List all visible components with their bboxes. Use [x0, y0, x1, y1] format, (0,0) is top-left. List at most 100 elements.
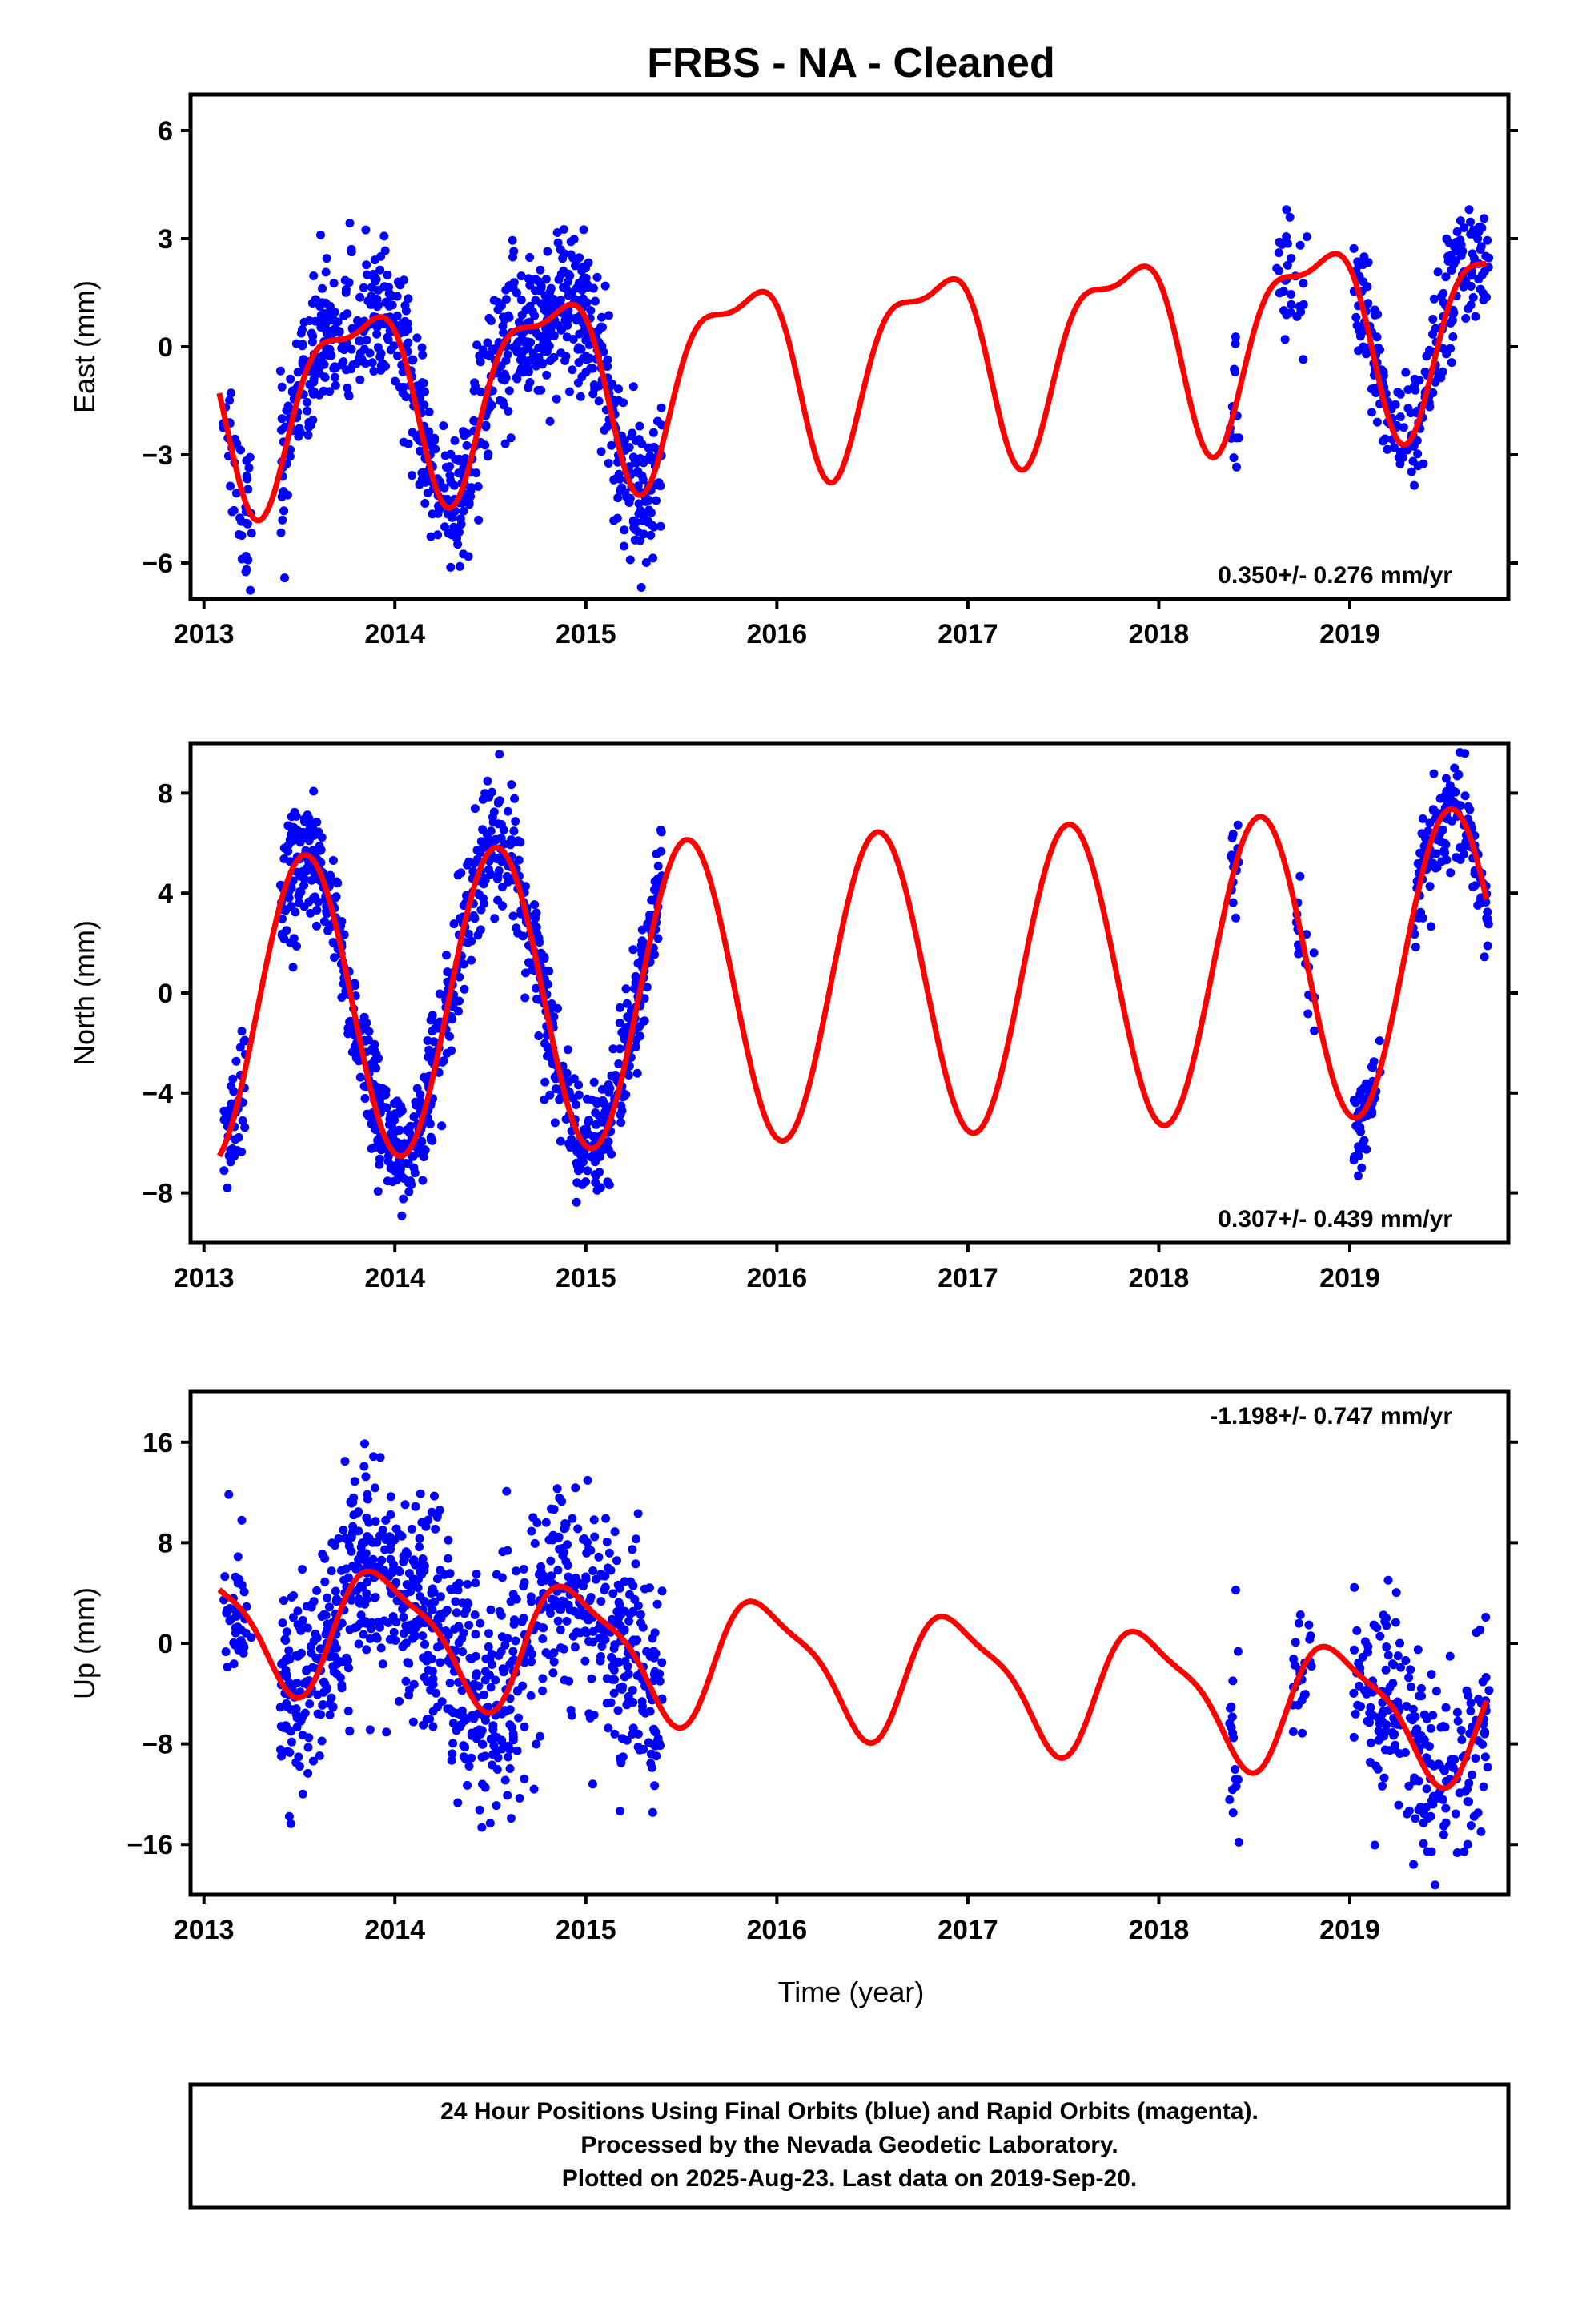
up-data-point: [370, 1593, 379, 1602]
up-data-point: [584, 1544, 593, 1554]
up-data-point: [652, 1751, 661, 1761]
up-data-point: [626, 1577, 636, 1586]
east-data-point: [609, 516, 619, 525]
up-data-point: [1426, 1811, 1435, 1821]
up-data-point: [616, 1807, 624, 1816]
up-data-point: [318, 1700, 327, 1710]
east-data-point: [549, 352, 559, 362]
east-data-point: [546, 283, 556, 293]
up-data-point: [284, 1811, 294, 1821]
up-data-point: [386, 1510, 396, 1519]
east-x-tick-label: 2013: [174, 619, 235, 649]
up-data-point: [441, 1607, 451, 1616]
east-data-point: [648, 553, 658, 563]
up-data-point: [633, 1601, 643, 1610]
east-data-point: [418, 400, 428, 410]
up-data-point: [478, 1779, 487, 1789]
east-data-point: [1403, 404, 1413, 413]
up-data-point: [527, 1597, 536, 1606]
north-data-point: [470, 914, 480, 923]
north-data-point: [532, 930, 542, 939]
east-data-point: [330, 372, 339, 382]
east-data-point: [568, 253, 578, 263]
north-data-point: [439, 1056, 448, 1066]
north-data-point: [514, 855, 524, 865]
east-data-point: [242, 472, 251, 480]
up-data-point: [1389, 1660, 1399, 1670]
up-data-point: [387, 1568, 397, 1577]
up-data-point: [1466, 1707, 1476, 1716]
up-data-point: [1460, 1787, 1470, 1796]
up-data-point: [556, 1643, 565, 1653]
east-data-point: [1287, 300, 1296, 309]
east-data-point: [1279, 306, 1288, 316]
north-data-point: [295, 887, 305, 896]
up-data-point: [504, 1752, 513, 1762]
north-data-point: [309, 786, 319, 796]
east-y-tick-label: 0: [158, 332, 173, 363]
north-data-point: [507, 780, 516, 790]
east-data-point: [1469, 254, 1479, 263]
up-data-point: [541, 1518, 551, 1527]
east-data-point: [545, 416, 555, 426]
north-data-point: [1435, 829, 1445, 838]
up-data-point: [315, 1751, 324, 1760]
east-data-point: [383, 270, 392, 279]
east-data-point: [556, 325, 566, 335]
east-data-point: [656, 403, 666, 412]
up-data-point: [277, 1659, 287, 1669]
up-data-point: [1468, 1770, 1476, 1779]
north-x-tick-label: 2019: [1319, 1263, 1380, 1293]
up-data-point: [287, 1737, 296, 1747]
north-data-point: [1470, 869, 1480, 879]
north-data-point: [1460, 791, 1470, 801]
north-data-point: [555, 1095, 564, 1104]
up-data-point: [247, 1633, 256, 1642]
north-data-point: [510, 794, 520, 803]
north-data-point: [507, 835, 516, 845]
north-data-point: [608, 1044, 618, 1054]
east-data-point: [1468, 292, 1478, 302]
east-data-point: [524, 383, 533, 392]
up-data-point: [549, 1657, 559, 1667]
up-data-point: [312, 1586, 322, 1595]
east-data-point: [641, 558, 651, 567]
up-data-point: [1394, 1800, 1403, 1810]
up-data-point: [478, 1739, 488, 1749]
east-data-point: [538, 340, 548, 349]
north-data-point: [561, 1115, 571, 1124]
east-data-point: [316, 311, 326, 320]
up-data-point: [427, 1654, 436, 1663]
up-data-point: [1288, 1727, 1298, 1736]
up-data-point: [559, 1597, 568, 1606]
up-data-point: [403, 1658, 412, 1667]
up-data-point: [459, 1741, 468, 1751]
up-data-point: [1409, 1860, 1419, 1869]
east-data-point: [347, 344, 356, 354]
up-data-point: [467, 1654, 476, 1663]
up-data-point: [359, 1630, 368, 1639]
up-data-point: [1370, 1840, 1379, 1850]
east-data-point: [316, 230, 325, 239]
north-data-point: [530, 900, 540, 910]
up-data-point: [645, 1707, 655, 1716]
east-data-point: [369, 367, 379, 376]
up-data-point: [1413, 1645, 1423, 1655]
up-data-point: [334, 1534, 343, 1543]
east-data-point: [420, 477, 430, 487]
up-data-point: [399, 1613, 408, 1622]
north-data-point: [589, 1077, 599, 1087]
north-data-point: [383, 1152, 393, 1161]
up-data-point: [448, 1749, 457, 1759]
east-data-point: [321, 348, 331, 357]
east-data-point: [446, 562, 456, 572]
up-data-point: [628, 1545, 637, 1554]
east-data-point: [481, 420, 491, 430]
east-data-point: [277, 492, 287, 501]
up-x-tick-label: 2018: [1129, 1915, 1190, 1945]
north-data-point: [1441, 774, 1451, 783]
up-data-point: [616, 1610, 626, 1619]
east-data-point: [318, 283, 327, 293]
up-data-point: [391, 1578, 401, 1587]
